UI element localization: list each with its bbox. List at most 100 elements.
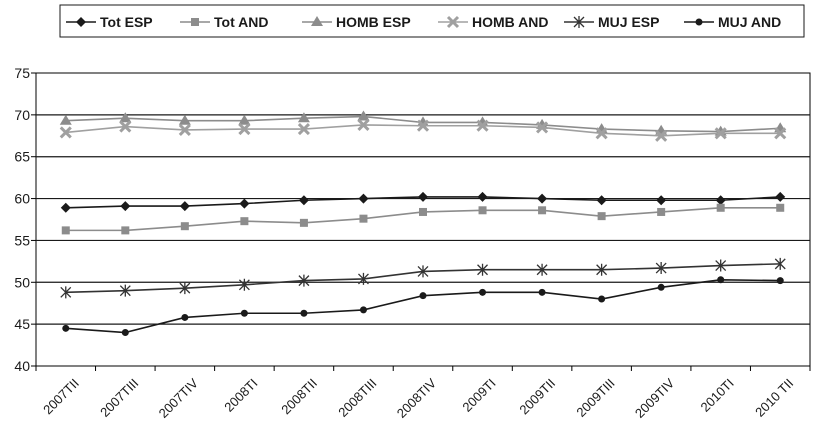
series-tot-esp <box>60 191 786 213</box>
x-tick-label: 2007TIV <box>156 375 202 421</box>
y-tick-label: 60 <box>14 191 30 207</box>
series-muj-and <box>62 276 784 337</box>
legend-marker <box>191 18 199 26</box>
data-point <box>120 201 131 212</box>
legend-marker <box>446 15 460 29</box>
plot-frame <box>35 72 811 367</box>
legend-entry: HOMB ESP <box>302 14 411 30</box>
data-point <box>715 195 726 206</box>
data-point <box>538 206 547 215</box>
x-tick-label: 2009TIV <box>632 375 678 421</box>
data-point <box>121 329 129 337</box>
data-point <box>180 222 189 231</box>
data-point <box>536 121 549 134</box>
data-point <box>300 309 308 317</box>
data-point <box>596 195 607 206</box>
data-point <box>299 218 308 227</box>
data-point <box>119 112 132 123</box>
data-point <box>596 263 608 276</box>
y-tick-label: 65 <box>14 149 30 165</box>
data-point <box>297 123 310 136</box>
data-point <box>598 295 606 303</box>
data-point <box>536 263 548 276</box>
x-tick-label: 2008TII <box>278 376 320 418</box>
data-point <box>62 324 70 332</box>
data-point <box>597 212 606 221</box>
data-point <box>240 309 248 317</box>
y-tick-label: 75 <box>14 65 30 81</box>
data-point <box>419 207 427 216</box>
data-point <box>416 119 430 132</box>
data-point <box>60 286 72 299</box>
data-point <box>538 288 546 296</box>
legend-box <box>59 4 805 38</box>
data-point <box>59 114 72 125</box>
legend: Tot ESP Tot AND HOMB ESP HOMB AND MUJ ESP MUJ… <box>59 4 805 38</box>
legend-marker <box>573 16 585 28</box>
data-point <box>776 203 785 212</box>
data-point <box>119 120 132 133</box>
data-point <box>179 201 190 212</box>
data-point <box>359 214 368 223</box>
data-point <box>178 114 191 125</box>
data-point <box>298 274 310 287</box>
data-point <box>240 217 249 226</box>
data-point <box>178 123 191 136</box>
data-point <box>477 191 488 202</box>
data-point <box>238 123 251 136</box>
x-tick-label: 2009TI <box>459 376 498 415</box>
x-tick-label: 2008TIV <box>394 375 440 421</box>
data-point <box>358 272 369 285</box>
series-homb-and <box>59 118 787 142</box>
data-point <box>419 292 427 300</box>
data-point <box>656 195 667 206</box>
x-tick-label: 2009TII <box>516 376 558 418</box>
data-point <box>359 306 367 314</box>
data-point <box>418 191 428 202</box>
plot-area <box>35 72 811 367</box>
legend-marker <box>311 16 323 26</box>
legend-label: HOMB AND <box>472 14 548 30</box>
data-point <box>476 119 489 132</box>
data-point <box>297 112 310 123</box>
data-point <box>119 284 131 297</box>
data-point <box>479 288 487 296</box>
data-point <box>774 127 787 140</box>
data-point <box>357 110 370 121</box>
y-tick-label: 40 <box>14 358 30 374</box>
data-point <box>478 206 487 215</box>
data-point <box>774 257 786 270</box>
data-point <box>717 276 725 284</box>
data-point <box>238 114 251 125</box>
data-point <box>776 277 784 285</box>
legend-label: MUJ AND <box>718 14 781 30</box>
legend-label: Tot ESP <box>100 14 153 30</box>
data-point <box>595 127 608 140</box>
data-point <box>358 193 369 204</box>
legend-entry: Tot ESP <box>66 14 153 30</box>
data-point <box>537 193 548 204</box>
series-group <box>59 110 787 337</box>
y-tick-label: 55 <box>14 232 30 248</box>
data-point <box>657 207 666 216</box>
data-point <box>715 259 727 272</box>
data-point <box>357 118 370 131</box>
legend-label: HOMB ESP <box>336 14 411 30</box>
y-tick-label: 50 <box>14 274 30 290</box>
legend-label: MUJ ESP <box>598 14 659 30</box>
data-point <box>181 313 189 321</box>
series-tot-and <box>61 203 785 235</box>
x-tick-label: 2008TIII <box>335 376 379 420</box>
data-point <box>238 278 250 291</box>
x-axis-ticks: 2007TII 2007TIII 2007TIV 2008TI 2008TII 2008T… <box>35 366 811 421</box>
data-point <box>61 226 70 235</box>
y-axis-ticks: 40 45 50 55 60 65 70 75 <box>14 65 36 374</box>
data-point <box>714 127 727 140</box>
x-tick-label: 2010 TII <box>752 376 796 420</box>
x-tick-label: 2007TIII <box>97 376 141 420</box>
y-tick-label: 45 <box>14 316 30 332</box>
legend-entry: HOMB AND <box>438 14 548 30</box>
data-point <box>716 203 725 212</box>
data-point <box>655 262 667 275</box>
